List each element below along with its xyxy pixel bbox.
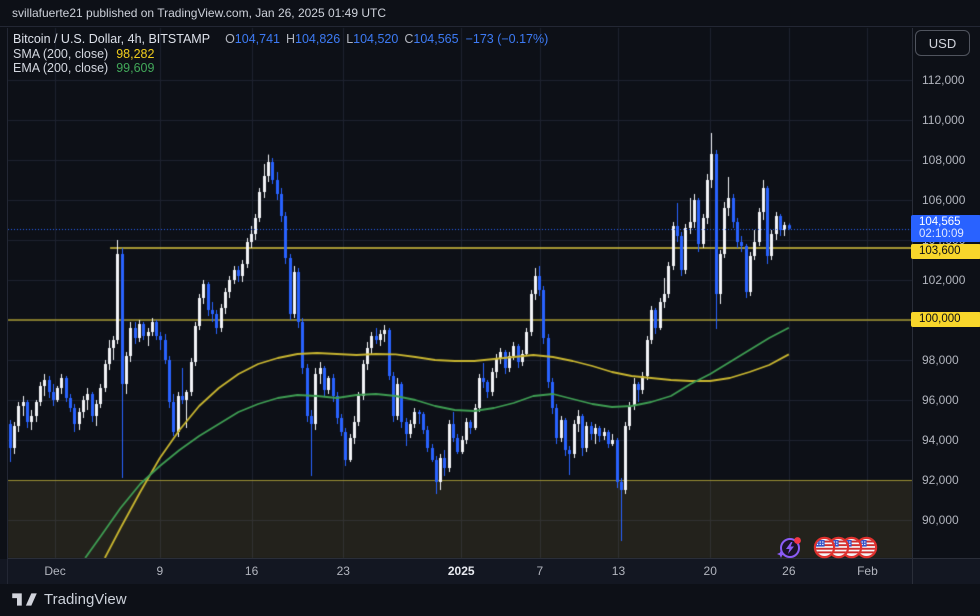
pane-left-border — [7, 28, 8, 584]
time-tick-label: 23 — [336, 564, 350, 578]
change-value: −173 (−0.17%) — [465, 32, 549, 46]
symbol-legend-row[interactable]: Bitcoin / U.S. Dollar, 4h, BITSTAMP O104,… — [13, 32, 548, 47]
time-axis-separator — [8, 558, 980, 559]
time-axis[interactable]: Dec 9 16 23 2025 7 13 20 26 Feb — [0, 559, 980, 584]
sma-label: SMA (200, close) — [13, 46, 109, 61]
price-tick-label: 106,000 — [922, 192, 966, 207]
ema-legend-row[interactable]: EMA (200, close) 99,609 — [13, 61, 548, 76]
time-tick-label: 2025 — [447, 564, 475, 578]
ohlc-key: L — [346, 32, 354, 46]
ohlc-value: 104,826 — [295, 32, 341, 46]
bar-countdown: 02:10:09 — [919, 227, 964, 240]
current-price-label: 104,565 — [919, 215, 961, 228]
ema-value: 99,609 — [116, 61, 155, 75]
sma-legend-row[interactable]: SMA (200, close) 98,282 — [13, 47, 548, 62]
us-flag-event-icon[interactable] — [813, 536, 836, 564]
price-tick-label: 96,000 — [922, 392, 959, 407]
level-price-badge: 103,600 — [911, 243, 980, 259]
price-tick-label: 94,000 — [922, 432, 959, 447]
price-axis[interactable]: 104,565 02:10:09 103,600 100,000 112,000… — [911, 28, 980, 558]
chart-legend: Bitcoin / U.S. Dollar, 4h, BITSTAMP O104,… — [13, 32, 548, 76]
price-tick-label: 98,000 — [922, 352, 959, 367]
time-tick-label: Dec — [44, 564, 66, 578]
price-tick-label: 92,000 — [922, 472, 959, 487]
ohlc-value: 104,520 — [353, 32, 399, 46]
ohlc-key: O — [225, 32, 235, 46]
ohlc-values: O104,741 H104,826 L104,520 C104,565 — [219, 32, 459, 46]
tradingview-logo-text: TradingView — [44, 591, 127, 608]
streak-flame-icon[interactable] — [776, 533, 804, 566]
price-tick-label: 108,000 — [922, 152, 966, 167]
tradingview-logo-icon — [12, 593, 37, 606]
footer-bar — [0, 584, 980, 616]
currency-unit-button[interactable]: USD — [915, 30, 970, 56]
price-tick-label: 102,000 — [922, 272, 966, 287]
symbol-title: Bitcoin / U.S. Dollar, 4h, BITSTAMP — [13, 32, 211, 46]
time-tick-label: 16 — [244, 564, 259, 578]
time-tick-label: Feb — [857, 564, 878, 578]
level-price-badge: 100,000 — [911, 311, 980, 327]
price-axis-separator — [912, 28, 913, 584]
time-tick-label: 9 — [156, 564, 164, 578]
tradingview-logo[interactable]: TradingView — [12, 591, 127, 608]
time-tick-label: 13 — [611, 564, 626, 578]
price-tick-label: 110,000 — [922, 112, 965, 127]
time-tick-label: 26 — [782, 564, 796, 578]
price-tick-label: 90,000 — [922, 512, 959, 527]
time-tick-label: 7 — [536, 564, 544, 578]
ohlc-value: 104,565 — [413, 32, 459, 46]
sma-value: 98,282 — [116, 46, 155, 61]
ema-label: EMA (200, close) — [13, 61, 109, 75]
ohlc-key: H — [285, 32, 296, 46]
current-price-badge: 104,565 02:10:09 — [911, 214, 980, 242]
ohlc-key: C — [404, 32, 414, 46]
price-tick-label: 112,000 — [922, 72, 965, 87]
ohlc-value: 104,741 — [234, 32, 280, 46]
us-flag-event-icon[interactable] — [827, 536, 850, 564]
time-tick-label: 20 — [703, 564, 717, 578]
